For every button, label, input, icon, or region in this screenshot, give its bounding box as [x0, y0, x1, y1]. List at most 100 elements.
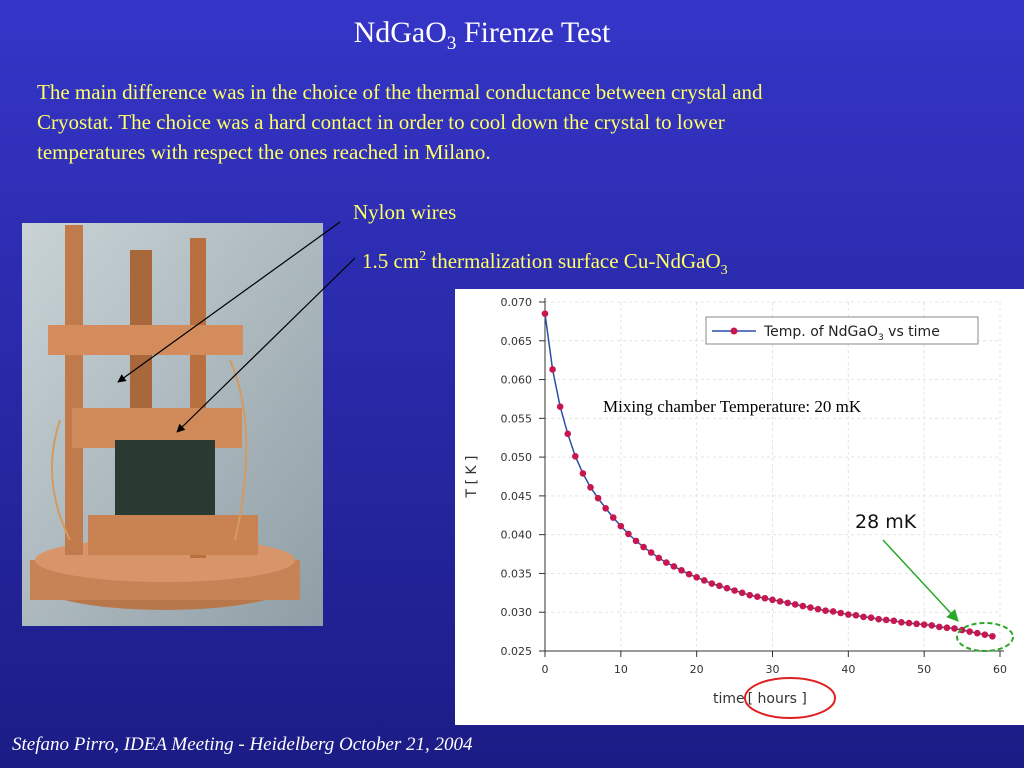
- point: [807, 604, 814, 611]
- point: [822, 607, 829, 614]
- point: [898, 619, 905, 626]
- point: [951, 625, 958, 632]
- point: [678, 567, 685, 574]
- y-tick-label: 0.030: [501, 606, 533, 619]
- body-line: Cryostat. The choice was a hard contact …: [37, 110, 725, 134]
- slide-title: NdGaO3 Firenze Test: [354, 16, 611, 54]
- y-axis-label: T [ K ]: [464, 455, 480, 498]
- y-tick-label: 0.055: [501, 412, 533, 425]
- legend-label: Temp. of NdGaO3 vs time: [763, 324, 940, 343]
- point: [791, 601, 799, 608]
- point: [928, 622, 936, 629]
- point: [632, 537, 640, 545]
- point: [875, 615, 882, 623]
- point: [541, 310, 549, 317]
- x-tick-label: 0: [542, 663, 549, 676]
- point: [936, 623, 943, 631]
- point: [845, 611, 852, 618]
- y-tick-label: 0.025: [501, 645, 533, 658]
- point: [882, 616, 890, 624]
- point: [602, 504, 609, 512]
- body-line: temperatures with respect the ones reach…: [37, 140, 491, 164]
- y-tick-label: 0.060: [501, 374, 533, 387]
- point: [905, 619, 913, 627]
- chart: 0.025 0.030 0.035 0.040 0.045 0.050 0.055 0.060…: [464, 296, 1014, 719]
- body-line: The main difference was in the choice of…: [37, 80, 763, 104]
- surface-label: 1.5 cm2 thermalization surface Cu-NdGaO3: [362, 249, 728, 278]
- x-axis-label: time[ hours ]: [713, 691, 807, 707]
- point: [784, 599, 791, 607]
- mixing-label: Mixing chamber Temperature: 20 mK: [603, 397, 862, 416]
- legend-part: 3: [878, 333, 884, 343]
- x-tick-label: 10: [614, 663, 628, 676]
- nylon-label: Nylon wires: [353, 200, 456, 224]
- point: [989, 632, 996, 640]
- point: [572, 453, 579, 460]
- point: [716, 582, 723, 590]
- y-tick-label: 0.035: [501, 567, 533, 580]
- point: [799, 602, 807, 610]
- point: [776, 598, 784, 605]
- point: [556, 403, 564, 411]
- point: [973, 629, 981, 637]
- point: [723, 584, 731, 592]
- point: [860, 613, 867, 621]
- point: [890, 617, 898, 625]
- arrow: [117, 221, 341, 383]
- chart-panel: [455, 289, 1024, 725]
- point: [731, 587, 738, 594]
- point: [754, 593, 761, 601]
- legend-part: Temp. of NdGaO: [763, 324, 878, 340]
- footer: Stefano Pirro, IDEA Meeting - Heidelberg…: [12, 734, 473, 755]
- y-tick-label: 0.050: [501, 451, 533, 464]
- point: [966, 628, 973, 635]
- point: [693, 574, 700, 581]
- y-tick-label: 0.070: [501, 296, 533, 309]
- point: [700, 577, 708, 584]
- point: [663, 559, 670, 566]
- body-text: The main difference was in the choice of…: [37, 80, 763, 164]
- point: [814, 605, 822, 613]
- point: [670, 563, 678, 570]
- y-tick-label: 0.040: [501, 529, 533, 542]
- point: [981, 631, 989, 639]
- point: [829, 608, 837, 615]
- x-tick-label: 40: [841, 663, 855, 676]
- point: [579, 470, 587, 477]
- callout-arrow: [882, 539, 959, 622]
- y-tick-label: 0.045: [501, 490, 533, 503]
- point: [587, 484, 594, 491]
- y-tick-label: 0.065: [501, 335, 533, 348]
- x-axis-label-part: time: [713, 691, 745, 707]
- point: [655, 554, 663, 562]
- point: [913, 620, 920, 628]
- callout: 28 mK: [855, 511, 917, 533]
- point: [867, 614, 875, 621]
- point: [761, 594, 769, 602]
- highlight: [956, 622, 1014, 652]
- legend-marker: [730, 327, 738, 335]
- x-tick-label: 60: [993, 663, 1007, 676]
- point: [746, 591, 754, 599]
- point: [738, 589, 746, 597]
- point: [609, 514, 617, 521]
- point: [640, 543, 647, 551]
- x-tick-label: 20: [690, 663, 704, 676]
- point: [625, 530, 632, 538]
- point: [837, 609, 845, 617]
- x-tick-label: 30: [766, 663, 780, 676]
- point: [920, 621, 928, 628]
- point: [617, 522, 625, 530]
- point: [594, 494, 602, 502]
- point: [685, 570, 693, 578]
- point: [852, 612, 860, 619]
- highlight: [744, 677, 836, 719]
- arrow: [176, 257, 356, 433]
- point: [647, 549, 655, 556]
- point: [549, 366, 556, 373]
- legend-part: vs time: [884, 324, 940, 340]
- point: [564, 430, 572, 438]
- point: [708, 580, 716, 587]
- x-axis-label-part: [ hours ]: [748, 691, 807, 707]
